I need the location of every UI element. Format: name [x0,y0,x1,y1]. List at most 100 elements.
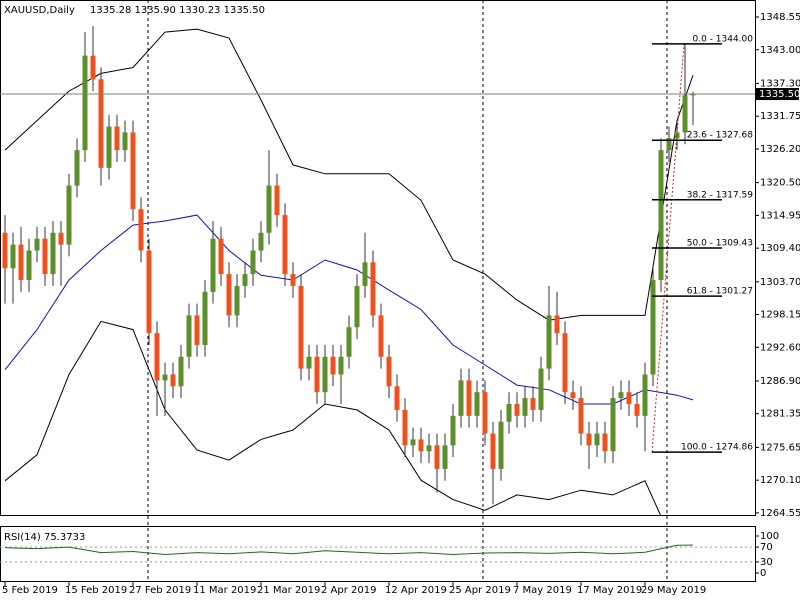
candle-body [58,232,64,245]
candle-body [226,274,232,316]
last-price-box [756,88,799,101]
candle-body [178,356,184,387]
candle-body [458,380,464,416]
candle-body [586,433,592,446]
candle-body [306,356,312,369]
candle-body [378,315,384,357]
candle-body [202,291,208,345]
candle-body [650,280,656,375]
candle-body [474,392,480,416]
candle-body [250,250,256,275]
candle-body [74,150,80,186]
candle-body [2,232,8,269]
quote: 1335.28 1335.90 1330.23 1335.50 [90,5,265,16]
candle-body [418,439,424,452]
candle-body [602,433,608,452]
candle-body [10,244,16,269]
rsi-line [4,544,694,556]
rsi-pane [0,526,756,582]
candle-body [26,250,32,281]
y-tick-label: 1286.90 [760,376,800,387]
rsi-tick-label: 70 [760,542,773,553]
candle-body [442,445,448,469]
candle-body [122,132,128,151]
candle-body [42,238,48,275]
rsi-tick-label: 100 [760,531,779,542]
x-tick-label: 2 Apr 2019 [321,585,376,596]
candle-body [106,126,112,168]
x-tick-label: 27 Feb 2019 [129,585,191,596]
candle-body [570,392,576,399]
candle-body [522,398,528,416]
candle-body [362,262,368,286]
candle-body [394,386,400,410]
y-tick-label: 1303.70 [760,277,800,288]
candle-body [562,333,568,393]
candle-body [298,285,304,369]
candle-body [34,238,40,251]
y-tick-label: 1298.15 [760,310,800,321]
candle-body [18,244,24,281]
rsi-tick-label: 0 [760,568,766,579]
y-tick-label: 1275.65 [760,442,800,453]
fib-label: 0.0 - 1344.00 [693,34,754,44]
x-tick-label: 21 Mar 2019 [257,585,320,596]
candle-body [490,433,496,469]
candle-body [138,209,144,251]
candle-body [210,238,216,292]
candle-body [658,150,664,281]
candle-body [386,356,392,387]
candle-body [90,55,96,80]
candle-body [290,274,296,286]
x-tick-label: 25 Apr 2019 [449,585,511,596]
rsi-tick-label: 30 [760,557,773,568]
candle-body [610,398,616,452]
candle-body [482,392,488,434]
candle-body [322,356,328,393]
candle-body [66,185,72,245]
candle-body [338,356,344,375]
candle-body [434,445,440,469]
candle-body [402,409,408,446]
y-tick-label: 1314.95 [760,210,800,221]
candle-body [50,232,56,275]
candle-body [314,356,320,393]
candle-body [466,380,472,416]
candle-body [282,215,288,275]
candle-body [506,404,512,422]
x-tick-label: 17 May 2019 [577,585,642,596]
fib-label: 100.0 - 1274.86 [681,443,753,453]
candle-body [346,327,352,357]
y-tick-label: 1270.10 [760,475,800,486]
main-pane [0,0,756,516]
candle-body [594,433,600,446]
candle-body [82,55,88,151]
candle-body [354,285,360,328]
fib-label: 50.0 - 1309.43 [687,238,753,248]
candle-body [194,315,200,345]
rsi-label: RSI(14) 75.3733 [4,532,85,543]
candle-body [530,398,536,410]
candle-body [98,79,104,168]
x-tick-label: 12 Apr 2019 [385,585,447,596]
candle-body [690,94,696,96]
candle-body [242,274,248,286]
candle-body [274,185,280,216]
y-tick-label: 1331.75 [760,111,800,122]
price-plot [2,26,696,515]
candle-body [666,138,672,151]
y-tick-label: 1309.40 [760,243,800,254]
y-tick-label: 1348.55 [760,12,800,23]
candle-body [258,232,264,251]
candle-body [170,374,176,387]
x-tick-label: 5 Feb 2019 [2,585,58,596]
y-tick-label: 1326.20 [760,144,800,155]
candle-body [426,445,432,452]
y-tick-label: 1281.35 [760,409,800,420]
candle-body [514,404,520,416]
y-tick-label: 1337.30 [760,78,800,89]
candle-body [186,315,192,357]
candle-body [114,126,120,151]
